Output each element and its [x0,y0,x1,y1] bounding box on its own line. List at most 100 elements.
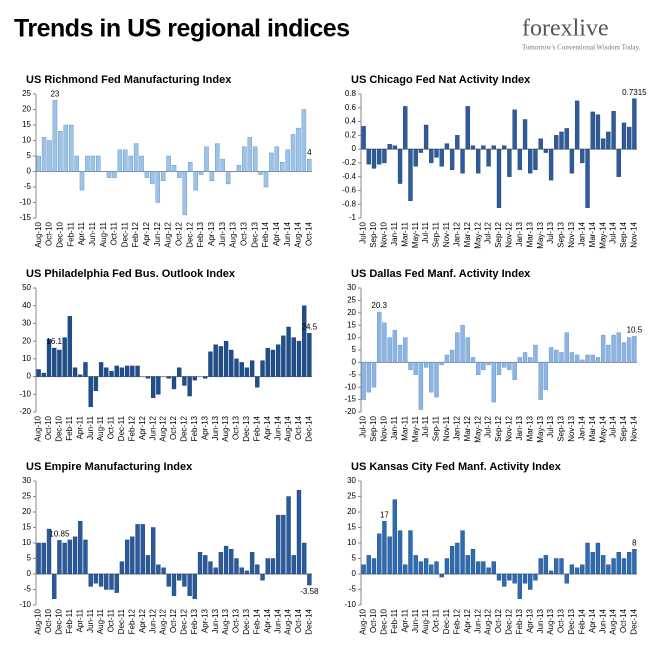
bar [109,573,114,590]
bar [47,140,52,172]
bar [244,367,250,377]
x-tick-label: Sep-10 [369,221,378,247]
x-tick-label: Apr-12 [138,415,147,440]
bar [269,152,274,172]
y-tick-label: 25 [22,492,31,501]
bar [538,138,543,150]
x-tick-label: Dec-11 [442,608,451,634]
chart-title: US Dallas Fed Manf. Activity Index [351,268,531,280]
tagline: Tomorrow's Conventional Wisdom Today. [522,44,641,52]
bar [627,337,632,363]
x-tick-label: May-12 [473,415,482,442]
x-tick-label: Nov-10 [380,221,389,247]
bar [429,148,434,164]
bar [517,148,523,170]
y-tick-label: 25 [347,492,356,501]
x-tick-label: Jun-14 [273,608,282,633]
x-tick-label: Apr-12 [142,221,151,246]
x-tick-label: Dec-11 [120,221,129,247]
bar [156,564,161,575]
bar [606,344,611,363]
bar [371,362,377,388]
bar [260,573,265,581]
bar [229,349,234,377]
x-tick-label: Jan-14 [577,221,586,246]
bar [512,109,517,150]
bar [114,573,119,593]
x-tick-label: Apr-14 [263,608,272,633]
bar [470,549,476,575]
bar [387,144,392,150]
bar [455,135,460,150]
bar [117,149,123,172]
y-tick-label: 0.4 [345,117,357,126]
x-tick-label: Feb-14 [252,415,261,441]
y-tick-label: 10 [22,354,31,363]
bar [275,514,281,575]
x-tick-label: Oct-11 [107,415,116,439]
x-tick-label: Oct-13 [557,608,566,633]
y-tick-label: 10 [347,333,356,342]
bar [507,573,512,581]
bar [554,558,559,575]
bar [93,376,99,391]
value-label: 10.85 [49,529,70,538]
bar [574,354,580,363]
x-tick-label: Oct-12 [169,608,178,633]
bar [291,337,296,377]
bar [481,362,486,371]
bar [236,165,242,172]
bar [632,549,637,575]
x-tick-label: Aug-12 [484,608,493,634]
bar [140,524,145,575]
x-tick-label: Aug-11 [96,608,105,634]
bar [403,337,408,363]
y-tick-label: 30 [347,283,356,292]
x-tick-label: Feb-13 [515,608,524,634]
x-tick-label: Jun-12 [153,221,162,246]
x-tick-label: Nov-13 [567,415,576,441]
value-label: 20.3 [371,301,387,310]
y-tick-label: 15 [347,320,356,329]
x-tick-label: Jul-11 [421,221,430,243]
bar [517,573,523,599]
y-tick-label: 5 [352,345,357,354]
y-tick-label: -10 [344,600,356,609]
bar [114,365,119,377]
bar [392,499,398,575]
x-tick-label: Aug-14 [294,221,303,247]
x-tick-label: Sep-12 [494,415,503,441]
bar [585,148,590,208]
bar [130,365,135,377]
bar [57,540,62,575]
bar [177,171,182,178]
y-tick-label: -20 [344,407,356,416]
bar [275,344,281,377]
x-tick-label: Dec-10 [55,608,64,634]
bar [281,514,286,575]
x-tick-label: Jul-14 [609,415,618,437]
bar [439,148,444,167]
bar [220,158,225,172]
bar [270,558,276,575]
chart-title: US Chicago Fed Nat Activity Index [351,74,531,86]
bar [123,149,128,172]
bar [377,311,382,363]
bar [548,347,554,363]
bar [522,119,528,150]
bar [270,349,276,377]
x-tick-label: Apr-12 [463,608,472,633]
bar [403,106,408,150]
bar [171,376,177,390]
bar [434,561,439,575]
x-tick-label: Jul-13 [546,415,555,437]
bar [171,573,177,596]
bar [533,344,538,363]
y-tick-label: -10 [344,382,356,391]
y-tick-label: -0.4 [342,172,356,181]
x-tick-label: Oct-10 [45,221,54,246]
bar [465,106,470,150]
bar [574,100,580,150]
x-tick-label: Mar-11 [400,415,409,440]
y-tick-label: 0 [27,167,32,176]
